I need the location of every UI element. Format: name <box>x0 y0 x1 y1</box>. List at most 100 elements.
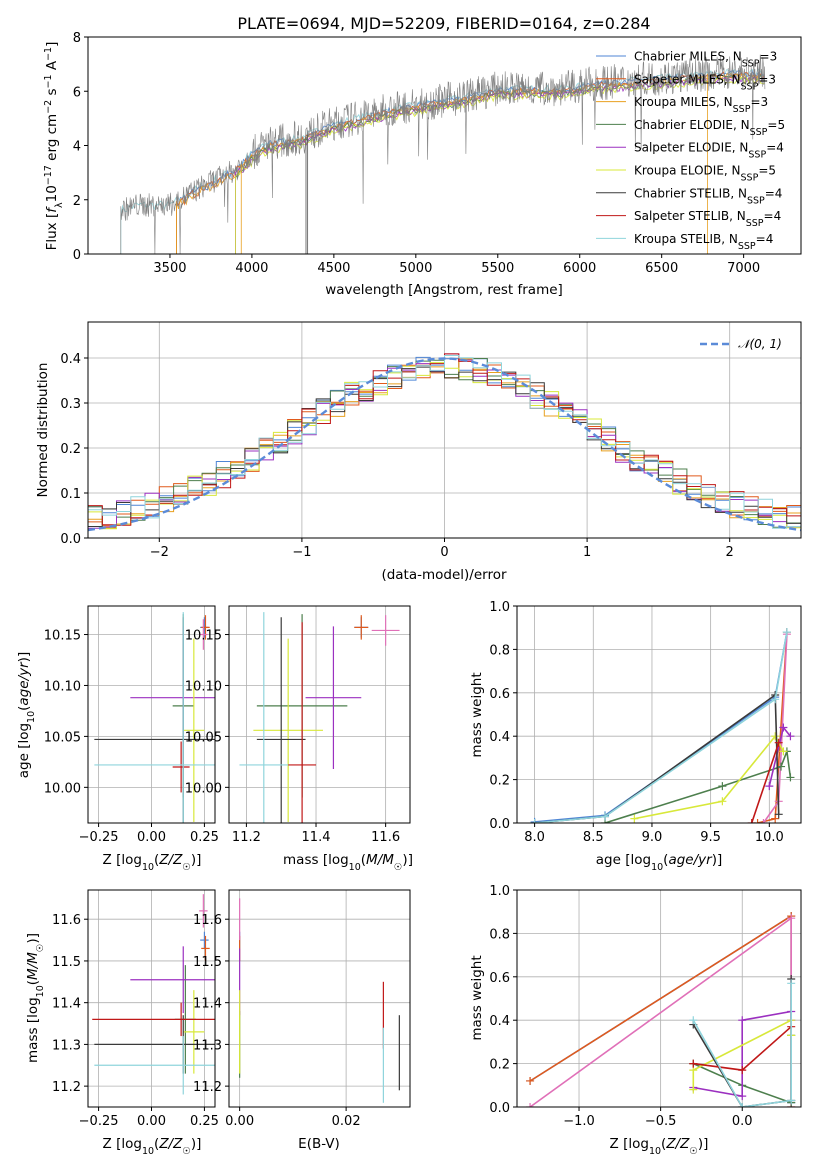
x-axis-label-part: 10 <box>142 1146 154 1157</box>
legend-label-part: SSP <box>741 81 759 92</box>
legend-label-part: SSP <box>742 58 760 69</box>
series-marker <box>689 1016 698 1025</box>
x-tick-label: 11.4 <box>302 830 331 845</box>
series-marker <box>738 1066 747 1075</box>
series-marker <box>738 1016 747 1025</box>
legend-label-part: SSP <box>738 240 756 251</box>
y-tick-label: 10.00 <box>185 781 222 796</box>
mass-weight-series <box>530 628 791 823</box>
y-axis-label-part: erg cm <box>44 114 60 165</box>
legend-gaussian-label: 𝒩(0, 1) <box>738 337 782 351</box>
y-axis-label-part: 10 <box>26 711 37 723</box>
axes-frame <box>516 889 802 1108</box>
y-tick-label: 0.6 <box>489 971 510 986</box>
chart-mass-vs-Z: −0.25 0.00 0.25 11.2 11.3 11.4 11.5 11.6 <box>52 889 219 1129</box>
legend-label-part: Salpeter MILES, N <box>634 72 741 86</box>
x-tick-label: 5000 <box>399 261 432 276</box>
y-axis-label-part: ( <box>25 980 41 985</box>
legend-label-part: =5 <box>767 118 785 132</box>
series-marker <box>787 979 796 988</box>
y-axis-label-part: ( <box>16 706 32 711</box>
legend-label: Chabrier MILES, NSSP=3 <box>634 50 777 70</box>
plot-area <box>88 322 801 538</box>
y-tick-label: 0.8 <box>489 927 510 942</box>
series-marker <box>765 782 774 791</box>
y-axis-label-part: age/yr <box>16 661 32 706</box>
x-axis-label-part: Z [log <box>103 852 142 868</box>
y-axis-label-part: −2 <box>43 100 54 114</box>
y-tick-label: 11.2 <box>193 1080 222 1095</box>
axes-frame <box>228 605 411 824</box>
error-bar-point <box>256 617 306 823</box>
series-marker <box>526 1076 535 1085</box>
y-axis-label: Normed distribution <box>35 363 51 498</box>
x-tick-label: 11.2 <box>232 830 261 845</box>
x-axis-label: Z [log10(Z/Z☉)] <box>610 1136 709 1157</box>
legend-label-part: =5 <box>758 164 776 178</box>
x-axis-label-part: Z [log <box>103 1136 142 1152</box>
legend-label: Salpeter ELODIE, NSSP=4 <box>634 141 784 161</box>
series-marker <box>774 738 783 747</box>
x-axis-label-part: ( <box>154 852 159 868</box>
x-tick-label: 0.00 <box>225 1114 254 1129</box>
x-tick-label: 9.5 <box>700 830 721 845</box>
y-tick-label: 11.5 <box>52 955 81 970</box>
x-axis-label: (data-model)/error <box>381 567 507 583</box>
x-tick-label: 0.00 <box>137 1114 166 1129</box>
y-axis-label: age [log10(age/yr)] <box>16 652 37 778</box>
legend-label: Chabrier ELODIE, NSSP=5 <box>634 118 785 138</box>
chart-age-vs-Z: −0.25 0.00 0.25 10.00 10.05 10.10 10.15 <box>44 605 219 845</box>
y-tick-label: 11.6 <box>52 913 81 928</box>
y-tick-label: 11.3 <box>52 1038 81 1053</box>
series-marker <box>601 812 610 821</box>
y-axis-label-part: s <box>44 88 60 99</box>
error-bar-point <box>183 990 205 1074</box>
legend-label-part: Kroupa STELIB, N <box>634 232 738 246</box>
plot-area <box>517 890 801 1107</box>
series-marker <box>771 732 780 741</box>
series-marker <box>779 747 788 756</box>
legend-label-part: =4 <box>765 186 783 200</box>
x-axis-label-part: )] <box>191 1136 202 1152</box>
error-bar-point <box>130 946 215 1014</box>
error-bar-point <box>92 1002 215 1037</box>
legend-label: Salpeter MILES, NSSP=3 <box>634 72 776 92</box>
y-tick-label: 11.3 <box>193 1038 222 1053</box>
legend-label-part: SSP <box>746 218 764 229</box>
series-marker <box>787 1096 796 1105</box>
axes-frame <box>516 605 802 824</box>
series-marker <box>771 814 780 823</box>
series-marker <box>526 1103 535 1107</box>
y-tick-label: 11.5 <box>193 955 222 970</box>
legend-label-part: Chabrier MILES, N <box>634 50 742 64</box>
x-axis-label: mass [log10(M/M☉)] <box>283 852 413 873</box>
series-line <box>534 631 788 823</box>
legend-label-part: SSP <box>750 126 768 137</box>
y-tick-label: 0.2 <box>489 1058 510 1073</box>
error-bar-point <box>183 638 205 822</box>
y-tick-label: 0.3 <box>60 397 81 412</box>
x-axis-label: age [log10(age/yr)] <box>596 852 722 873</box>
y-tick-label: 8 <box>73 31 81 46</box>
y-axis-label-part: age [log <box>16 723 32 778</box>
x-axis-label-part: ☉ <box>394 862 403 873</box>
y-tick-label: 0.2 <box>60 442 81 457</box>
y-tick-label: 0.4 <box>489 730 510 745</box>
x-tick-label: 3500 <box>153 261 186 276</box>
plot-area <box>229 606 410 823</box>
x-axis-label-part: ☉ <box>182 862 191 873</box>
legend-label-part: =3 <box>758 72 776 86</box>
x-tick-label: 0.00 <box>137 830 166 845</box>
gaussian-curve <box>88 357 801 532</box>
x-axis-label-part: )] <box>698 1136 709 1152</box>
legend-label-part: =4 <box>766 141 784 155</box>
series-marker <box>774 810 783 819</box>
series-marker <box>738 1103 747 1107</box>
y-tick-label: 0.1 <box>60 487 81 502</box>
y-tick-label: 0.0 <box>489 817 510 832</box>
error-bar-point <box>305 626 362 770</box>
x-axis-label-part: )] <box>191 852 202 868</box>
mass-weight-series <box>759 630 791 823</box>
